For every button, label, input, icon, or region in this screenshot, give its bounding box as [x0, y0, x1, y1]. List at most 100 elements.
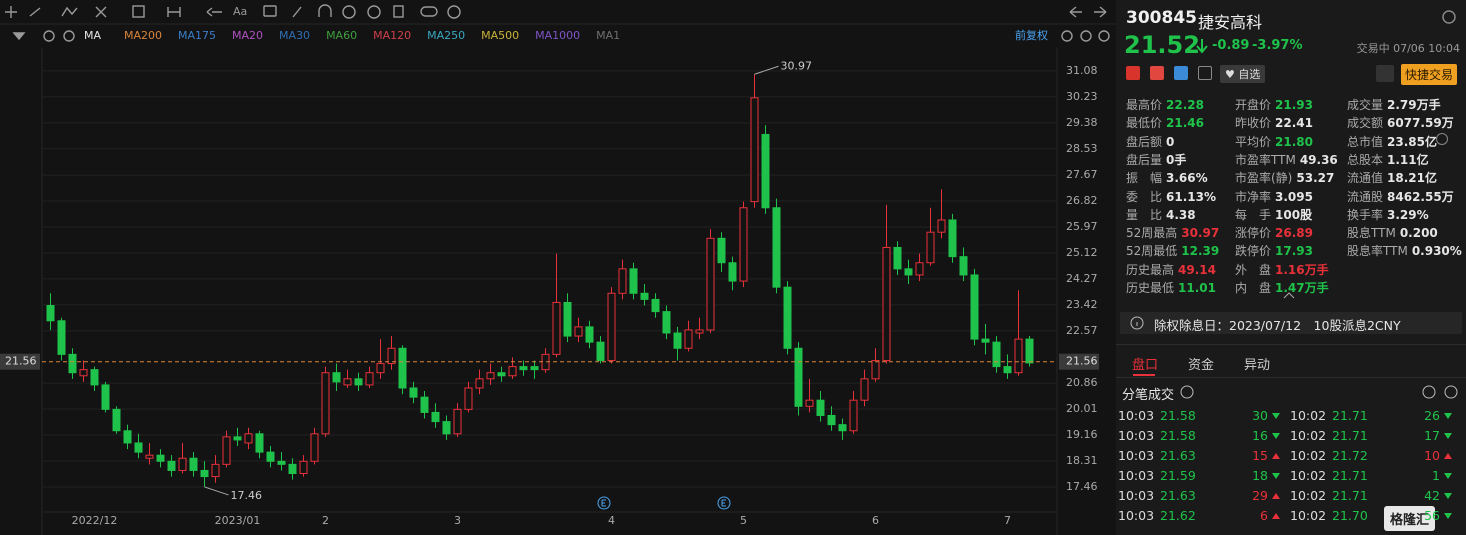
candle-body	[629, 268, 638, 294]
tag-icon[interactable]	[1174, 66, 1188, 80]
minus[interactable]	[1080, 30, 1092, 42]
candle-body	[838, 424, 847, 432]
stat-label: 市盈率TTM	[1235, 152, 1296, 167]
stat-value: 11.01	[1178, 281, 1216, 295]
settings-tool[interactable]	[447, 5, 461, 19]
trade-volume: 26	[1424, 408, 1440, 423]
tab[interactable]: 资金	[1188, 354, 1214, 373]
redo[interactable]	[1094, 6, 1107, 18]
arrow-tool[interactable]	[206, 7, 222, 17]
indicator-label: MA175	[178, 29, 216, 42]
trade-time: 10:02	[1290, 468, 1327, 483]
stat-value: 100股	[1275, 207, 1313, 222]
stat-row: 平均价 21.80	[1235, 133, 1313, 150]
stat-label: 盘后额	[1126, 134, 1163, 149]
note-tool[interactable]	[263, 5, 277, 17]
stat-value: 0	[1166, 134, 1175, 149]
x-tick-label: 2023/01	[215, 514, 261, 527]
candle-body	[827, 414, 836, 426]
stat-value: 0手	[1166, 152, 1187, 167]
candle-body	[431, 411, 440, 423]
hot-icon[interactable]	[1150, 66, 1164, 80]
y-tick-label: 22.57	[1066, 324, 1098, 337]
stat-row: 换手率 3.29%	[1347, 206, 1429, 223]
line-tool[interactable]	[29, 7, 41, 17]
stat-value: 26.89	[1275, 226, 1313, 241]
candle-body	[530, 366, 539, 371]
collapse-arrow[interactable]	[1282, 290, 1296, 300]
stat-row: 内 盘 1.47万手	[1235, 279, 1329, 296]
candle-body	[321, 372, 330, 435]
toolbar-icons[interactable]	[5, 4, 1110, 42]
event-marker[interactable]	[597, 496, 611, 510]
candle-body	[706, 237, 715, 331]
candle-body	[728, 262, 737, 282]
path-tool[interactable]	[61, 6, 78, 17]
alert-button[interactable]	[1376, 65, 1394, 82]
lock-tool[interactable]	[367, 5, 381, 19]
quick-trade-button[interactable]: 快捷交易	[1401, 64, 1458, 85]
settings-icon[interactable]	[1441, 9, 1457, 25]
candle-body	[90, 369, 99, 386]
watch-button[interactable]: ♥ 自选	[1220, 65, 1266, 83]
doc-icon[interactable]	[1198, 66, 1212, 80]
stat-label: 量 比	[1126, 207, 1163, 222]
fib-tool[interactable]	[95, 6, 107, 18]
text-tool-icon[interactable]: Aa	[233, 5, 247, 18]
candle-body	[508, 366, 517, 377]
event-glyph	[721, 499, 726, 507]
hide-tool[interactable]	[342, 5, 356, 19]
divider	[1116, 377, 1466, 378]
stat-row: 52周最高 30.97	[1126, 224, 1219, 241]
pen-tool[interactable]	[292, 6, 302, 18]
collapse[interactable]	[12, 32, 26, 41]
trade-arrow	[1272, 453, 1280, 459]
measure-tool[interactable]	[132, 5, 145, 18]
quote-panel: 300845 捷安高科 21.52 -0.89 -3.97% 交易中 07/06…	[1116, 0, 1466, 535]
reset[interactable]	[1061, 30, 1073, 42]
stat-label: 每 手	[1235, 207, 1272, 222]
event-marker[interactable]	[717, 496, 731, 510]
y-tick-label: 18.31	[1066, 454, 1098, 467]
candle-body	[343, 378, 352, 386]
price-change: -0.89	[1212, 38, 1250, 53]
crosshair-tool[interactable]	[5, 6, 17, 18]
plus[interactable]	[1098, 30, 1110, 42]
candle-body	[981, 338, 990, 343]
undo[interactable]	[1069, 6, 1082, 18]
stat-value: 18.21亿	[1387, 171, 1437, 186]
candle-body	[464, 387, 473, 410]
delete-tool[interactable]	[393, 5, 404, 18]
stat-value: 61.13%	[1166, 189, 1216, 204]
tab[interactable]: 盘口	[1132, 354, 1158, 373]
magnet-tool[interactable]	[318, 4, 332, 17]
trade-volume: 17	[1424, 428, 1440, 443]
stat-value: 49.36	[1299, 152, 1338, 167]
last-price-tag-right	[1059, 353, 1099, 370]
tab[interactable]: 异动	[1244, 354, 1270, 373]
stat-row: 52周最低 12.39	[1126, 242, 1219, 259]
x-tick-label: 4	[608, 514, 615, 527]
candle-body	[475, 378, 484, 389]
trade-time: 10:02	[1290, 488, 1327, 503]
indicator-settings[interactable]	[43, 30, 55, 42]
stat-value: 4.38	[1166, 207, 1196, 222]
stat-value: 2.79万手	[1387, 98, 1441, 112]
trade-arrow	[1272, 493, 1280, 499]
adjust-mode[interactable]: 前复权	[1015, 28, 1048, 42]
stat-row: 股息TTM 0.200	[1347, 224, 1438, 241]
candle-body	[266, 451, 275, 462]
stat-label: 流通值	[1347, 171, 1384, 186]
ticks-menu[interactable]	[1422, 385, 1462, 399]
stat-label: 成交量	[1347, 98, 1384, 112]
compare-tool[interactable]	[420, 6, 438, 17]
range-tool[interactable]	[167, 7, 181, 17]
more-icon[interactable]	[1436, 133, 1448, 145]
stat-value: 1.16万手	[1275, 262, 1329, 277]
indicator-close[interactable]	[63, 30, 75, 42]
trade-price: 21.62	[1160, 508, 1196, 523]
stat-row: 开盘价 21.93	[1235, 96, 1313, 113]
candle-body	[695, 329, 704, 334]
y-tick-label: 19.16	[1066, 428, 1098, 441]
watermark: 格隆汇	[1384, 506, 1436, 531]
